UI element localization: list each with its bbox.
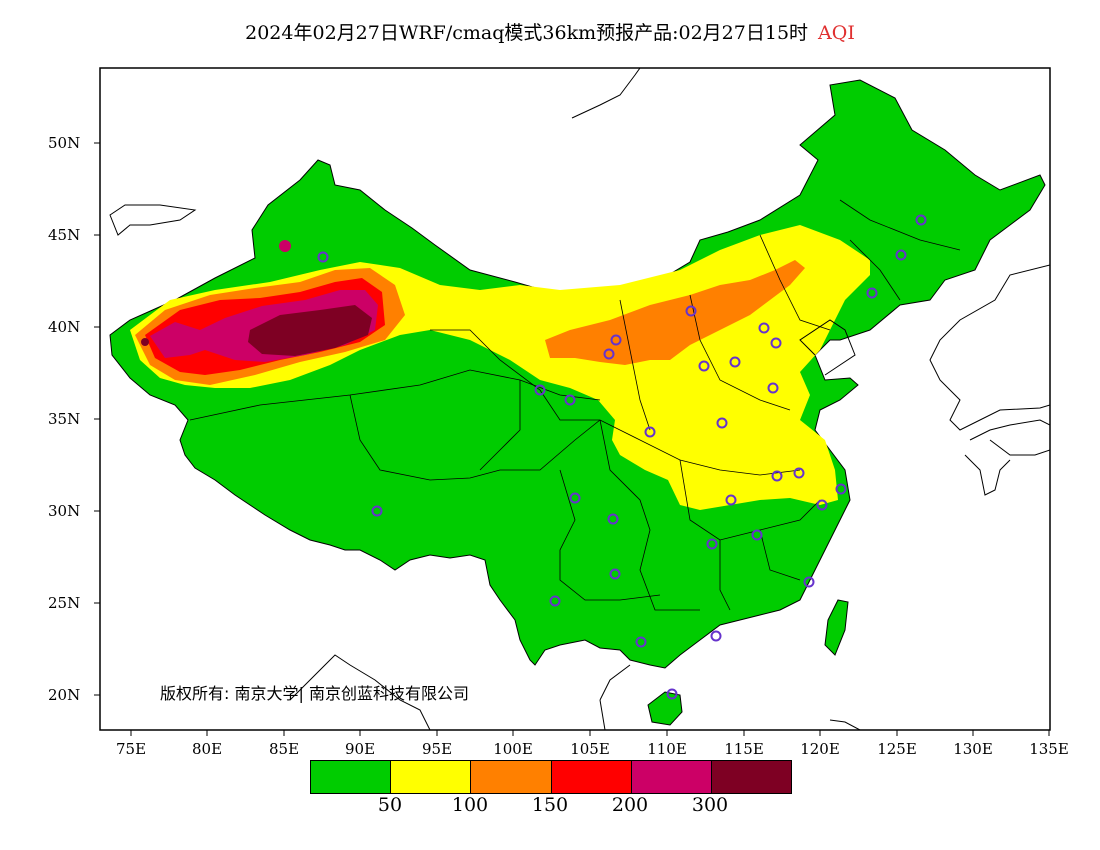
province-boundaries [189,199,961,611]
longitude-ticks [130,730,1050,736]
lat-label-30: 30N [48,502,81,520]
legend-label-100: 100 [451,794,489,816]
latitude-ticks [94,142,100,696]
lon-label-80: 80E [191,740,223,758]
aqi-color-legend [310,760,792,794]
lon-label-105: 105E [570,740,610,758]
lon-label-100: 100E [493,740,533,758]
map-title: 2024年02月27日WRF/cmaq模式36km预报产品:02月27日15时 A… [0,18,1100,45]
lon-label-120: 120E [800,740,840,758]
lon-label-130: 130E [953,740,993,758]
legend-label-150: 150 [531,794,569,816]
legend-label-50: 50 [377,794,403,816]
legend-swatch-maroon [711,761,792,793]
purple-spot [279,240,291,252]
legend-label-300: 300 [691,794,729,816]
lat-label-25: 25N [48,594,81,612]
legend-swatch-purple [631,761,712,793]
legend-swatch-yellow [391,761,472,793]
title-variable: AQI [818,22,855,44]
hainan-island [647,691,683,726]
lat-label-40: 40N [48,318,81,336]
map-frame [99,67,1051,731]
lon-label-85: 85E [268,740,300,758]
legend-swatch-red [551,761,632,793]
orange-north-china [545,260,805,365]
coastlines [109,68,1050,730]
legend-swatch-green [311,761,392,793]
copyright-text: 版权所有: 南京大学| 南京创蓝科技有限公司 [160,684,469,703]
lon-label-115: 115E [724,740,764,758]
lat-label-50: 50N [48,134,81,152]
lon-label-110: 110E [647,740,687,758]
lat-label-35: 35N [48,410,81,428]
lon-label-90: 90E [344,740,376,758]
lat-label-45: 45N [48,226,81,244]
station-markers [317,214,927,700]
taiwan-island [824,599,849,656]
lon-label-75: 75E [115,740,147,758]
legend-swatch-orange [471,761,552,793]
lon-label-125: 125E [877,740,917,758]
lon-label-95: 95E [421,740,453,758]
maroon-spot [141,338,149,346]
title-text: 2024年02月27日WRF/cmaq模式36km预报产品:02月27日15时 [245,22,809,44]
lat-label-20: 20N [48,686,81,704]
maroon-region [248,305,372,356]
legend-label-200: 200 [611,794,649,816]
lon-label-135: 135E [1029,740,1069,758]
